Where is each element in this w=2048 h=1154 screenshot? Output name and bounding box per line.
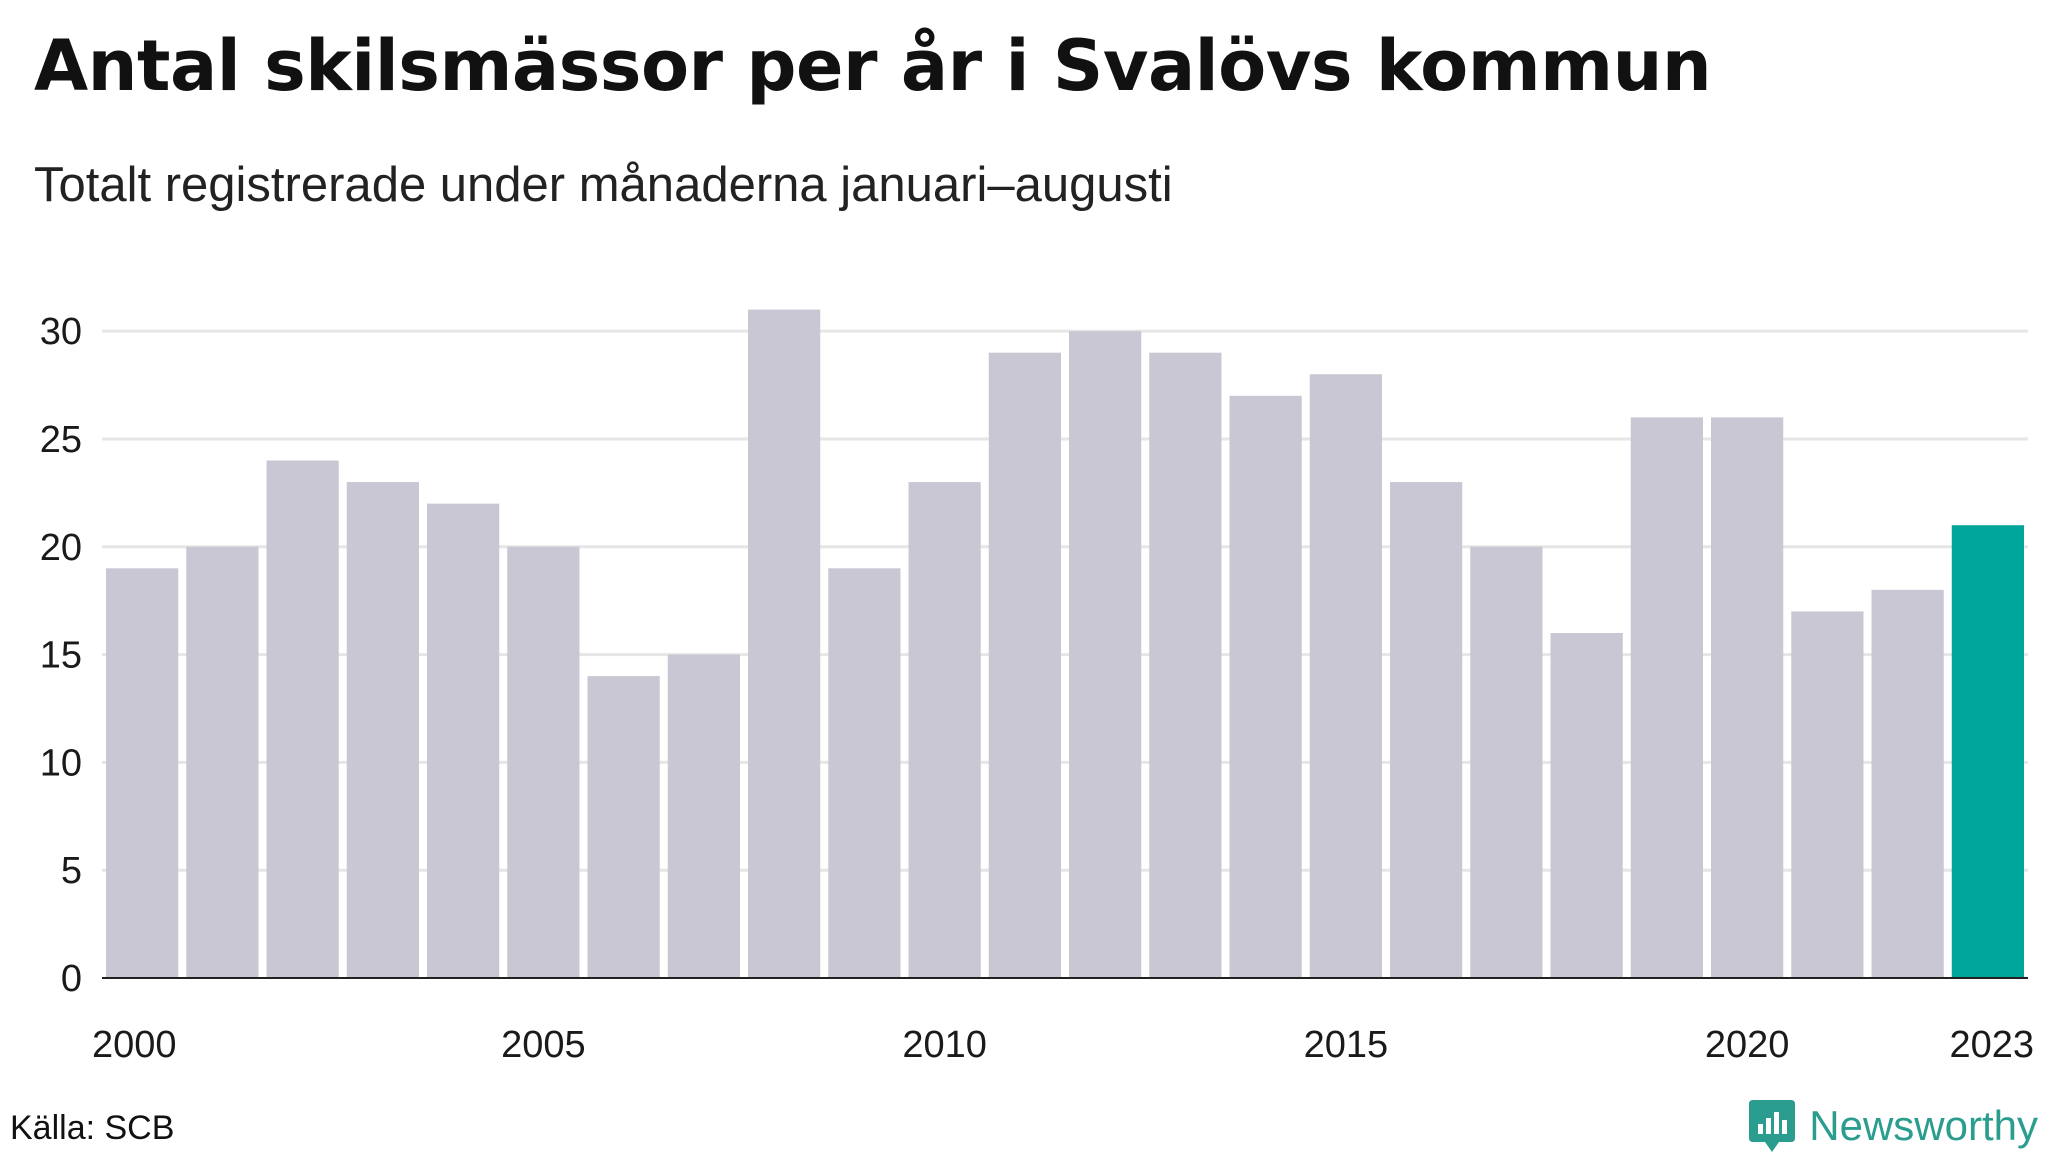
- y-tick-label: 15: [40, 635, 82, 677]
- bar-2015: [1309, 374, 1382, 978]
- y-tick-label: 5: [61, 850, 82, 892]
- bar-2016: [1390, 482, 1463, 978]
- bar-2002: [266, 460, 339, 978]
- bar-2006: [587, 676, 660, 978]
- x-tick-label: 2023: [1949, 1024, 2034, 1066]
- x-tick-label: 2020: [1705, 1024, 1790, 1066]
- x-tick-label: 2000: [92, 1024, 177, 1066]
- bar-2018: [1550, 633, 1623, 978]
- x-axis-tick-labels: 2000 2005 2010 2015 2020 2023: [92, 1024, 2034, 1066]
- bar-2012: [1069, 331, 1142, 978]
- chart-subtitle: Totalt registrerade under månaderna janu…: [34, 158, 1173, 212]
- bar-2003: [346, 482, 419, 978]
- bar-2010: [908, 482, 981, 978]
- bar-2013: [1149, 352, 1222, 978]
- bar-2008: [748, 309, 821, 978]
- brand-name: Newsworthy: [1809, 1102, 2038, 1149]
- source-note: Källa: SCB: [10, 1109, 175, 1147]
- x-tick-label: 2010: [902, 1024, 987, 1066]
- gridlines: [102, 329, 2028, 872]
- x-tick-label: 2015: [1304, 1024, 1389, 1066]
- bar-2019: [1630, 417, 1703, 978]
- brand-logo: Newsworthy: [1747, 1098, 2038, 1154]
- bar-2021: [1791, 611, 1864, 978]
- bar-2014: [1229, 395, 1302, 978]
- y-axis-tick-labels: 0 5 10 15 20 25 30: [40, 311, 82, 1000]
- y-tick-label: 20: [40, 527, 82, 569]
- bar-2009: [828, 568, 901, 978]
- bar-2007: [667, 654, 740, 978]
- x-tick-label: 2005: [501, 1024, 586, 1066]
- y-tick-label: 30: [40, 311, 82, 353]
- bar-2020: [1711, 417, 1784, 978]
- newsworthy-logo-icon: [1749, 1100, 1796, 1152]
- bar-2005: [507, 546, 580, 978]
- y-tick-label: 10: [40, 742, 82, 784]
- y-tick-label: 25: [40, 419, 82, 461]
- bar-2023: [1951, 525, 2024, 978]
- bar-2011: [988, 352, 1061, 978]
- y-tick-label: 0: [61, 958, 82, 1000]
- chart-title: Antal skilsmässor per år i Svalövs kommu…: [34, 25, 1712, 107]
- bars: [106, 309, 2024, 978]
- bar-2017: [1470, 546, 1543, 978]
- bar-2022: [1871, 589, 1944, 978]
- bar-2004: [427, 503, 500, 978]
- bar-2001: [186, 546, 259, 978]
- bar-2000: [106, 568, 179, 978]
